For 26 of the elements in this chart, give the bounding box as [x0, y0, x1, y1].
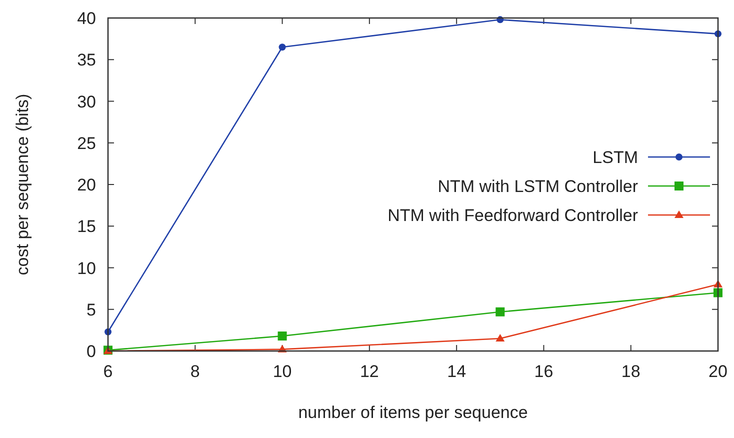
legend-label: NTM with Feedforward Controller [388, 206, 638, 225]
x-tick-label: 6 [103, 362, 113, 381]
x-tick-label: 18 [621, 362, 640, 381]
y-tick-label: 30 [77, 92, 96, 112]
x-axis-title: number of items per sequence [298, 403, 528, 422]
y-tick-label: 0 [86, 342, 96, 361]
y-axis-title: cost per sequence (bits) [13, 94, 32, 276]
legend-label: NTM with LSTM Controller [438, 177, 638, 196]
y-tick-label: 5 [86, 300, 96, 320]
y-tick-label: 10 [77, 258, 96, 278]
point [496, 307, 505, 316]
point [496, 334, 505, 342]
x-tick-label: 16 [534, 362, 554, 381]
x-tick-label: 8 [190, 362, 200, 381]
y-tick-label: 40 [77, 9, 96, 28]
x-tick-label: 14 [447, 362, 466, 381]
y-tick-label: 15 [77, 217, 96, 236]
x-tick-label: 10 [272, 362, 292, 381]
y-tick-label: 20 [77, 176, 96, 194]
x-tick-label: 12 [360, 362, 379, 381]
y-tick-label: 35 [77, 50, 96, 70]
point [278, 332, 287, 341]
legend-label: LSTM [592, 148, 638, 167]
x-tick-label: 20 [708, 362, 728, 381]
y-tick-label: 25 [77, 134, 96, 153]
point [278, 44, 286, 51]
